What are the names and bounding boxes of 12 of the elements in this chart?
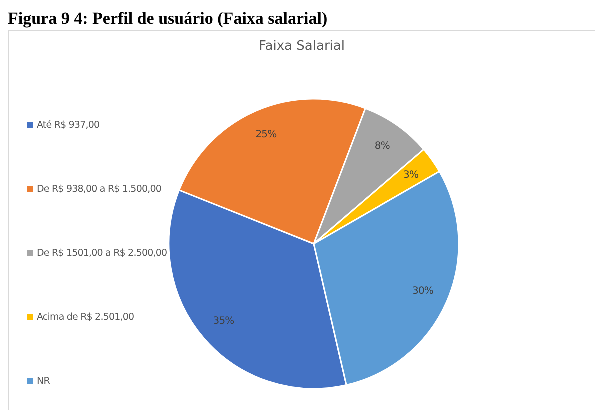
text: Figura 9 4: Perfil de usuário (Faixa salarial) (8, 9, 328, 28)
legend-label: De R$ 938,00 a R$ 1.500,00 (37, 184, 162, 194)
legend-label: NR (37, 376, 50, 386)
data-label: 3% (404, 170, 419, 181)
data-label: 35% (213, 316, 234, 327)
data-label: 8% (374, 141, 390, 152)
data-label: 30% (412, 286, 434, 297)
legend-label: De R$ 1501,00 a R$ 2.500,00 (37, 248, 168, 258)
legend-label: Acima de R$ 2.501,00 (37, 312, 134, 322)
chart-title: Faixa Salarial (258, 39, 346, 54)
data-label: 25% (256, 130, 277, 141)
legend-label: Até R$ 937,00 (37, 120, 100, 130)
